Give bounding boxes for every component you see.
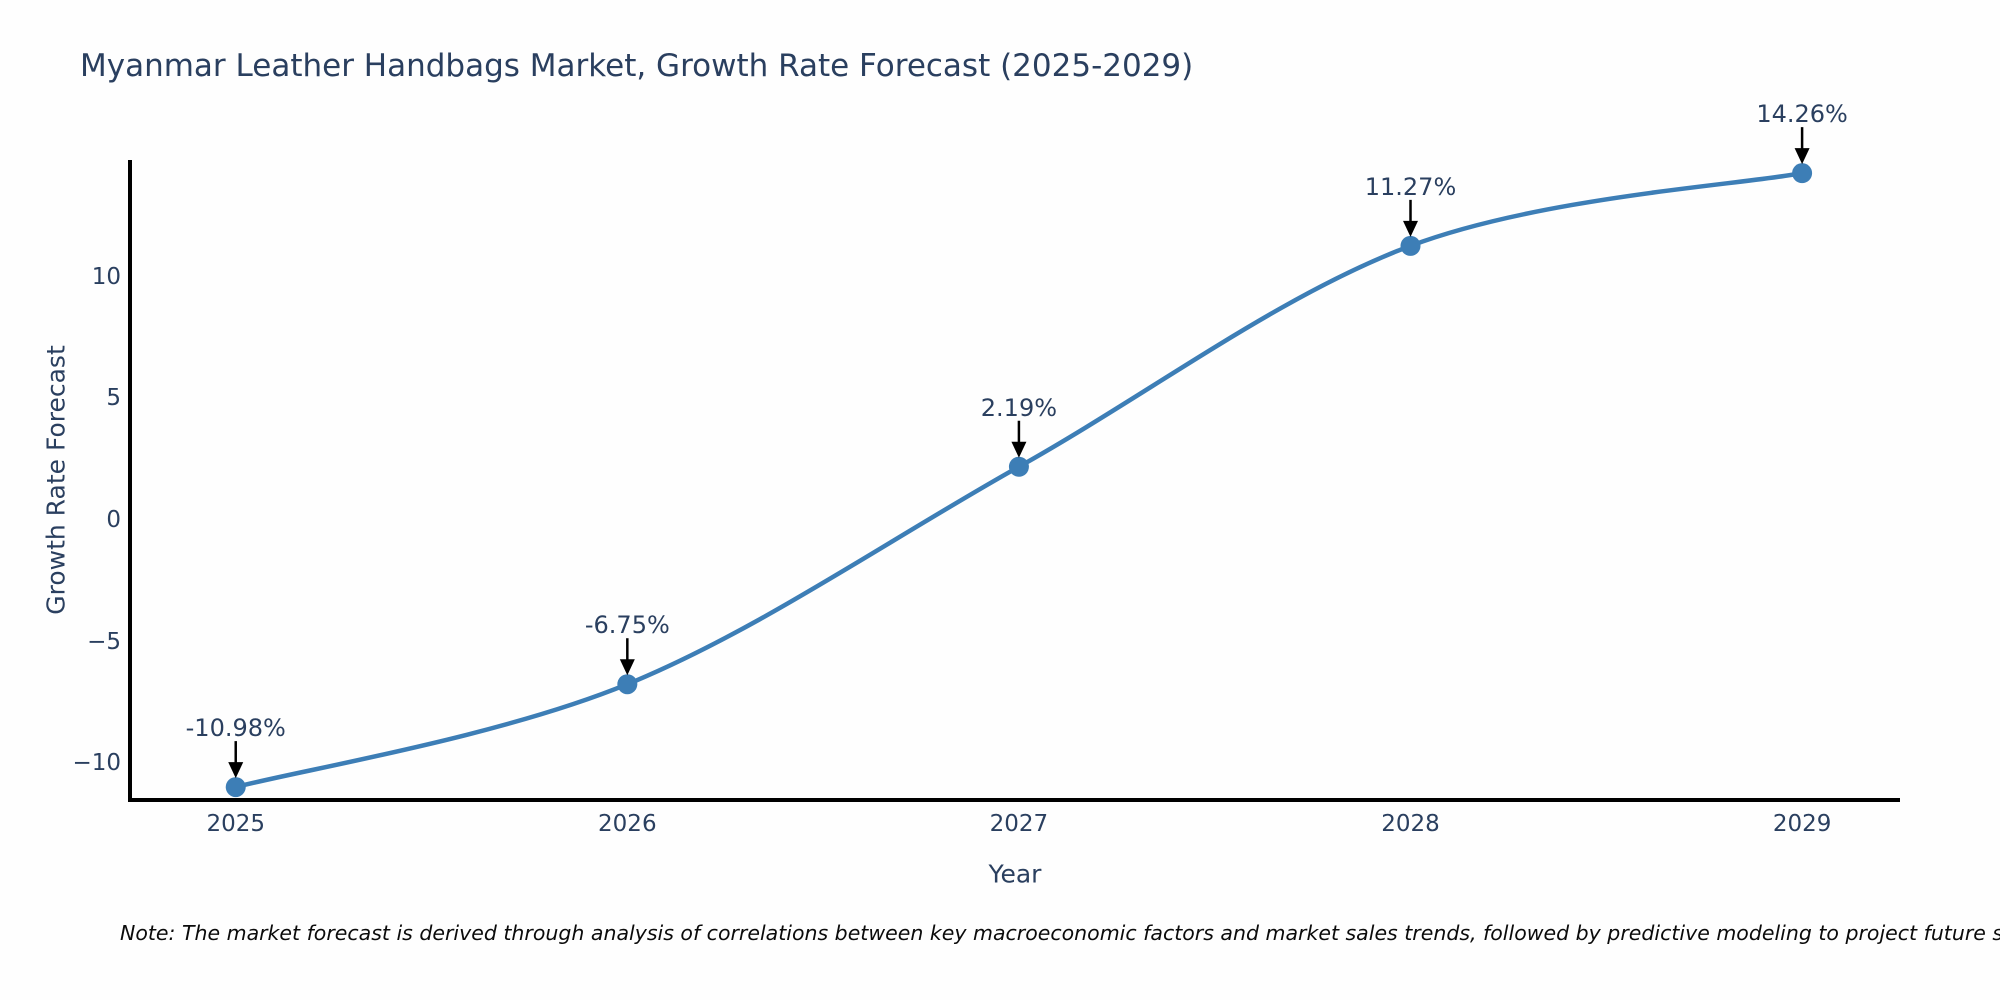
y-axis-title: Growth Rate Forecast (41, 345, 71, 615)
point-value-label: -6.75% (584, 611, 670, 640)
forecast-line (235, 170, 1803, 790)
data-point-marker (1008, 456, 1029, 477)
x-tick-label: 2029 (1772, 811, 1832, 837)
point-value-label: 14.26% (1756, 100, 1848, 129)
y-tick-label: −5 (87, 628, 121, 655)
x-tick-label: 2027 (989, 811, 1049, 837)
point-value-label: 11.27% (1364, 172, 1457, 201)
annotation-arrow-head (619, 659, 635, 676)
data-point-marker (1792, 163, 1813, 184)
point-value-label: 2.19% (980, 393, 1058, 422)
annotation-arrow-head (1794, 148, 1810, 165)
y-tick-label: 0 (106, 507, 121, 533)
data-point-marker (1400, 235, 1421, 256)
data-point-marker (617, 674, 638, 695)
point-value-label: -10.98% (185, 714, 286, 743)
annotation-arrow-head (228, 762, 244, 779)
data-point-marker (225, 777, 246, 798)
annotation-arrow-head (1011, 441, 1027, 458)
y-tick-label: 5 (106, 385, 121, 412)
x-tick-label: 2026 (598, 811, 657, 837)
x-tick-label: 2025 (206, 811, 265, 837)
x-tick-label: 2028 (1381, 811, 1440, 837)
chart-title: Myanmar Leather Handbags Market, Growth … (80, 48, 1194, 84)
annotation-arrow-head (1403, 220, 1419, 237)
y-tick-label: 10 (91, 263, 121, 290)
x-axis-title: Year (988, 859, 1042, 889)
footnote: Note: The market forecast is derived thr… (120, 921, 2000, 945)
y-tick-label: −10 (72, 750, 121, 777)
